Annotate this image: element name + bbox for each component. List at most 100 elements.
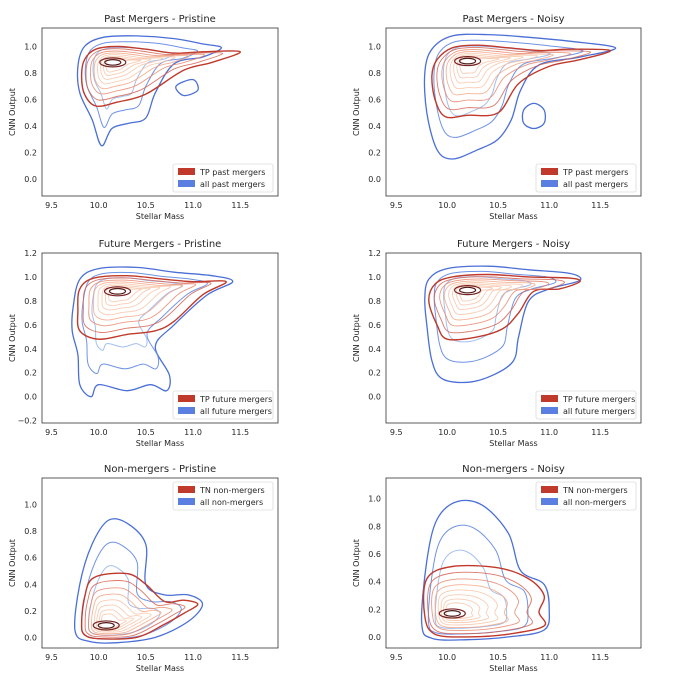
legend-swatch bbox=[541, 498, 558, 505]
tp-contour-level-6 bbox=[101, 284, 161, 311]
chart-panel-4: Future Mergers - Noisy 9.5 10.0 10.5 11.0 11.… bbox=[352, 239, 642, 448]
peak-core-ring bbox=[459, 57, 477, 65]
tp-contour-level-6 bbox=[96, 604, 143, 632]
y-tick-label: 0.8 bbox=[24, 527, 37, 536]
y-tick-label: 0.8 bbox=[368, 522, 381, 531]
legend-swatch bbox=[178, 180, 195, 187]
chart-panel-3: Future Mergers - Pristine 9.5 10.0 10.5 11.0… bbox=[8, 239, 279, 448]
panel-title: Non-mergers - Pristine bbox=[104, 464, 216, 475]
contour-group bbox=[424, 265, 582, 384]
legend: TP future mergers all future mergers bbox=[172, 390, 274, 420]
tp-contour-level-4 bbox=[93, 281, 184, 321]
y-tick-label: 0.6 bbox=[24, 554, 37, 563]
x-tick-label: 11.0 bbox=[184, 201, 202, 210]
legend-box bbox=[172, 390, 274, 420]
tp-contour-level-5 bbox=[97, 54, 176, 85]
legend-entry: TP past mergers bbox=[562, 168, 628, 177]
legend: TN non-mergers all non-mergers bbox=[172, 481, 274, 511]
all-contour-level-2 bbox=[84, 41, 199, 128]
all-contour-level-1 bbox=[420, 499, 551, 641]
tp-contour-level-4 bbox=[93, 52, 190, 90]
x-tick-label: 10.0 bbox=[90, 428, 108, 437]
legend-entry: TN non-mergers bbox=[199, 486, 265, 495]
legend-entry: all non-mergers bbox=[200, 498, 263, 507]
y-tick-label: 0.6 bbox=[368, 550, 381, 559]
y-axis-label: CNN Output bbox=[8, 88, 17, 136]
legend: TP past mergers all past mergers bbox=[535, 163, 637, 193]
contour-group bbox=[74, 518, 204, 644]
x-axis-label: Stellar Mass bbox=[136, 212, 184, 221]
legend: TP past mergers all past mergers bbox=[172, 163, 274, 193]
all-contour-level-2 bbox=[433, 270, 557, 363]
legend-box bbox=[535, 163, 637, 193]
x-tick-label: 10.5 bbox=[137, 428, 155, 437]
peak-core-ring bbox=[454, 55, 482, 67]
tp-contour-level-1 bbox=[80, 572, 199, 640]
legend-entry: TP past mergers bbox=[199, 168, 265, 177]
legend-entry: all non-mergers bbox=[563, 498, 626, 507]
x-tick-label: 10.0 bbox=[90, 201, 108, 210]
tp-contour-level-1 bbox=[76, 274, 227, 340]
y-tick-label: 1.2 bbox=[368, 249, 381, 258]
tp-contour-level-3 bbox=[88, 279, 197, 327]
y-tick-label: 1.0 bbox=[24, 501, 37, 510]
all-contour-level-1 bbox=[71, 266, 234, 398]
x-tick-label: 9.5 bbox=[390, 428, 403, 437]
tp-contour-level-2 bbox=[436, 46, 591, 111]
y-tick-label: 0.2 bbox=[24, 148, 37, 157]
tp-contour-level-8 bbox=[459, 57, 500, 74]
y-tick-label: 1.2 bbox=[24, 249, 37, 258]
legend-swatch bbox=[541, 486, 558, 493]
x-tick-label: 11.5 bbox=[591, 201, 609, 210]
y-tick-label: 0.2 bbox=[24, 369, 37, 378]
y-tick-label: 0.4 bbox=[368, 345, 381, 354]
y-tick-label: 0.0 bbox=[24, 633, 37, 642]
all-contour-level-2 bbox=[81, 271, 208, 375]
y-tick-label: 0.0 bbox=[24, 175, 37, 184]
x-tick-label: 11.0 bbox=[184, 428, 202, 437]
legend-swatch bbox=[541, 180, 558, 187]
y-tick-label: 0.0 bbox=[24, 393, 37, 402]
peak-core-ring bbox=[104, 58, 122, 66]
legend-entry: all past mergers bbox=[563, 180, 628, 189]
y-axis-label: CNN Output bbox=[352, 88, 361, 136]
chart-panel-5: Non-mergers - Pristine 9.5 10.0 10.5 11.0 11.… bbox=[8, 464, 279, 673]
all-contour-island bbox=[175, 78, 199, 97]
legend-entry: TP future mergers bbox=[199, 395, 272, 404]
x-tick-label: 9.5 bbox=[45, 653, 58, 662]
y-axis-label: CNN Output bbox=[8, 314, 17, 362]
tp-contour-level-2 bbox=[85, 48, 223, 101]
legend-entry: all future mergers bbox=[200, 407, 272, 416]
tp-contour-level-3 bbox=[439, 278, 550, 327]
y-tick-label: 0.4 bbox=[24, 580, 37, 589]
x-axis-label: Stellar Mass bbox=[136, 664, 184, 673]
y-tick-label: 1.0 bbox=[368, 495, 381, 504]
y-tick-label: 0.6 bbox=[24, 95, 37, 104]
x-tick-label: 10.5 bbox=[137, 201, 155, 210]
y-tick-label: 0.4 bbox=[368, 122, 381, 131]
peak-core-ring bbox=[443, 610, 461, 617]
peak-core-ring bbox=[92, 620, 120, 631]
legend: TN non-mergers all non-mergers bbox=[535, 481, 637, 511]
all-contour-level-1 bbox=[76, 35, 223, 147]
tp-contour-level-3 bbox=[431, 578, 520, 631]
tp-contour-level-5 bbox=[448, 282, 524, 315]
y-tick-label: 0.2 bbox=[368, 605, 381, 614]
y-tick-label: 0.0 bbox=[368, 393, 381, 402]
y-tick-label: 0.2 bbox=[368, 148, 381, 157]
all-contour-level-3 bbox=[434, 549, 508, 629]
tp-contour-level-5 bbox=[97, 283, 172, 316]
x-tick-label: 10.5 bbox=[489, 428, 507, 437]
peak-core-ring bbox=[97, 622, 115, 629]
tp-contour-level-3 bbox=[441, 49, 571, 103]
peak-core-ring bbox=[103, 286, 132, 297]
panel-title: Future Mergers - Pristine bbox=[99, 239, 222, 250]
panel-title: Past Mergers - Pristine bbox=[104, 14, 216, 25]
contour-group bbox=[423, 33, 617, 160]
all-contour-island bbox=[521, 102, 547, 130]
tp-contour-level-7 bbox=[443, 598, 481, 621]
tp-contour-level-4 bbox=[434, 584, 509, 628]
x-tick-label: 10.0 bbox=[90, 653, 108, 662]
tp-contour-level-6 bbox=[440, 594, 490, 624]
